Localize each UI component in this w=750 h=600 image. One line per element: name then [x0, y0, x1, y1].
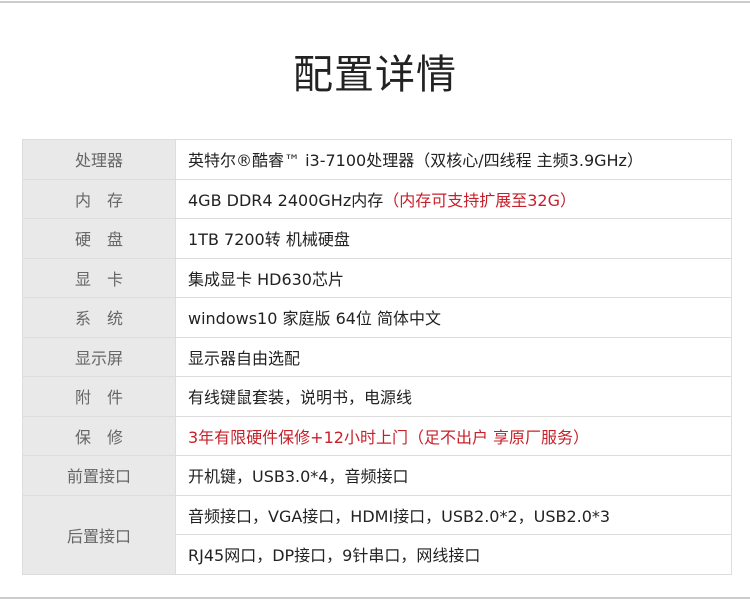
- spec-row: 硬 盘 1TB 7200转 机械硬盘: [22, 218, 732, 259]
- spec-row: 显 卡集成显卡 HD630芯片: [22, 257, 732, 298]
- spec-label: 硬 盘: [22, 218, 176, 259]
- spec-value-cell: 4GB DDR4 2400GHz内存（内存可支持扩展至32G）: [175, 178, 732, 219]
- spec-value-cell: 音频接口，VGA接口，HDMI接口，USB2.0*2，USB2.0*3: [175, 494, 732, 535]
- spec-label: 内 存: [22, 178, 176, 219]
- spec-value: windows10 家庭版 64位 简体中文: [188, 309, 442, 329]
- spec-label: 系 统: [22, 297, 176, 338]
- spec-label: 前置接口: [22, 455, 176, 496]
- spec-label: 显 卡: [22, 257, 176, 298]
- spec-label: 处理器: [22, 139, 176, 180]
- spec-row: RJ45网口，DP接口，9针串口，网线接口: [23, 534, 732, 575]
- spec-value-cell: 显示器自由选配: [175, 336, 732, 377]
- spec-value: RJ45网口，DP接口，9针串口，网线接口: [175, 534, 732, 575]
- spec-row: 内 存 4GB DDR4 2400GHz内存（内存可支持扩展至32G）: [22, 178, 732, 219]
- spec-table: 处理器 英特尔®酷睿™ i3-7100处理器（双核心/四线程 主频3.9GHz）内…: [22, 139, 732, 575]
- spec-row: 保 修 3年有限硬件保修+12小时上门（足不出户 享原厂服务）: [22, 415, 732, 456]
- spec-value: 1TB 7200转 机械硬盘: [188, 230, 350, 250]
- spec-value-cell: 有线键鼠套装，说明书，电源线: [175, 376, 732, 417]
- spec-row: 后置接口 音频接口，VGA接口，HDMI接口，USB2.0*2，USB2.0*3: [22, 494, 732, 575]
- spec-row: 附 件有线键鼠套装，说明书，电源线: [22, 376, 732, 417]
- spec-label: 保 修: [22, 415, 176, 456]
- spec-value-cell: windows10 家庭版 64位 简体中文: [175, 297, 732, 338]
- bottom-divider: [0, 597, 750, 599]
- spec-value: 有线键鼠套装，说明书，电源线: [188, 388, 413, 408]
- spec-row: 系 统 windows10 家庭版 64位 简体中文: [22, 297, 732, 338]
- spec-row: 前置接口 开机键，USB3.0*4，音频接口: [22, 455, 732, 496]
- spec-value-cell: 1TB 7200转 机械硬盘: [175, 218, 732, 259]
- spec-row: 显示屏 显示器自由选配: [22, 336, 732, 377]
- spec-row: 处理器 英特尔®酷睿™ i3-7100处理器（双核心/四线程 主频3.9GHz）: [22, 139, 732, 180]
- spec-value: 开机键，USB3.0*4，音频接口: [188, 467, 409, 487]
- spec-value-cell: 集成显卡 HD630芯片: [175, 257, 732, 298]
- spec-value: 集成显卡 HD630芯片: [188, 269, 344, 289]
- page-title: 配置详情: [293, 52, 457, 98]
- spec-note: （内存可支持扩展至32G）: [383, 190, 576, 210]
- spec-value-cell: 3年有限硬件保修+12小时上门（足不出户 享原厂服务）: [175, 415, 732, 456]
- spec-value: 4GB DDR4 2400GHz内存: [188, 190, 384, 210]
- spec-value: 音频接口，VGA接口，HDMI接口，USB2.0*2，USB2.0*3: [188, 506, 611, 526]
- spec-label: 显示屏: [22, 336, 176, 377]
- spec-value-cell: 英特尔®酷睿™ i3-7100处理器（双核心/四线程 主频3.9GHz）: [175, 139, 732, 180]
- spec-label: 后置接口: [22, 494, 176, 575]
- spec-note: 3年有限硬件保修+12小时上门（足不出户 享原厂服务）: [188, 427, 590, 447]
- top-divider: [0, 1, 750, 3]
- spec-value: 显示器自由选配: [188, 348, 301, 368]
- spec-value-cell: 开机键，USB3.0*4，音频接口: [175, 455, 732, 496]
- spec-value: 英特尔®酷睿™ i3-7100处理器（双核心/四线程 主频3.9GHz）: [188, 151, 643, 171]
- spec-label: 附 件: [22, 376, 176, 417]
